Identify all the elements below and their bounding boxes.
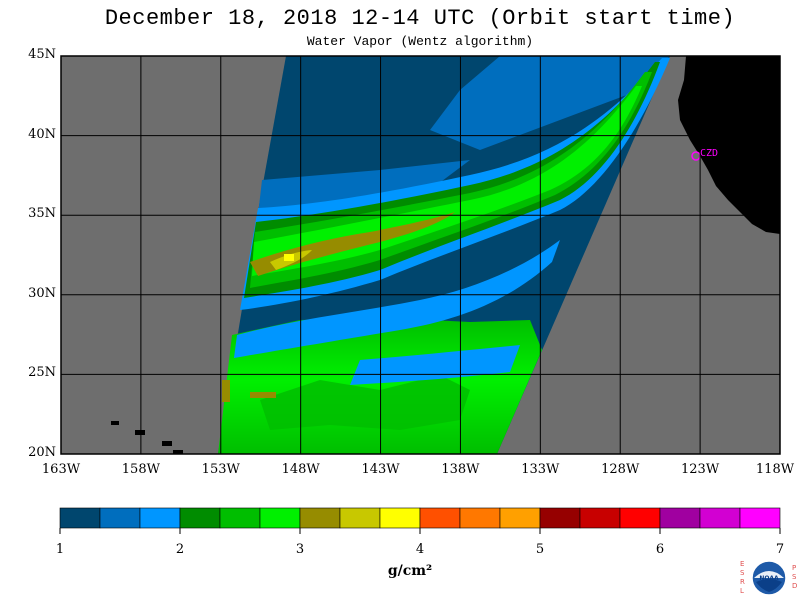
logo-letter-left: R <box>740 578 745 586</box>
logo-letter-left: E <box>740 560 744 568</box>
colorbar-swatch <box>419 507 461 529</box>
colorbar-label-5: 5 <box>535 542 545 557</box>
map-title: December 18, 2018 12-14 UTC (Orbit start… <box>104 6 736 31</box>
lat-label-25N: 25N <box>28 365 56 381</box>
lon-label-143W: 143W <box>361 462 400 477</box>
atmospheric-river-bright-green <box>252 86 642 276</box>
colorbar-swatch <box>659 507 701 529</box>
colorbar-label-7: 7 <box>775 542 785 557</box>
lon-label-133W: 133W <box>521 462 560 477</box>
swath-blue-patch-west <box>258 160 470 215</box>
colorbar-swatch <box>99 507 141 529</box>
colorbar-units: g/cm² <box>387 563 433 579</box>
land-hawaii-big-island <box>173 450 183 454</box>
lat-label-45N: 45N <box>28 47 56 62</box>
lon-label-153W: 153W <box>201 462 240 477</box>
colorbar-swatch <box>219 507 261 529</box>
colorbar-swatch <box>579 507 621 529</box>
lat-label-30N: 30N <box>28 285 56 301</box>
swath-edge-patch <box>222 380 230 402</box>
land-hawaii-maui <box>162 441 172 446</box>
logo-letter-right: S <box>792 573 797 581</box>
atmospheric-river-core <box>250 212 455 276</box>
satellite-swath <box>218 56 670 454</box>
colorbar-label-3: 3 <box>295 542 305 557</box>
lon-label-123W: 123W <box>681 462 720 477</box>
colorbar <box>59 507 781 534</box>
lon-label-148W: 148W <box>281 462 320 477</box>
lat-lon-grid <box>61 56 780 454</box>
station-label: CZD <box>700 148 718 159</box>
colorbar-label-1: 1 <box>55 542 65 557</box>
map-border <box>60 55 781 455</box>
colorbar-swatch <box>699 507 741 529</box>
swath-dry-band-south <box>350 345 520 385</box>
colorbar-label-2: 2 <box>175 542 185 557</box>
lon-label-158W: 158W <box>121 462 160 477</box>
land-california <box>678 56 780 234</box>
colorbar-swatch <box>739 507 781 529</box>
lat-label-35N: 35N <box>28 206 56 222</box>
swath-blue-patch-north <box>430 56 670 150</box>
map-subtitle: Water Vapor (Wentz algorithm) <box>306 34 534 49</box>
lon-label-128W: 128W <box>601 462 640 477</box>
colorbar-swatch <box>259 507 301 529</box>
swath-dry-band <box>234 240 560 358</box>
colorbar-swatch <box>459 507 501 529</box>
colorbar-swatch <box>339 507 381 529</box>
logo-letter-right: D <box>792 582 797 590</box>
atmospheric-river-max <box>284 254 294 261</box>
colorbar-swatch <box>539 507 581 529</box>
land-hawaii-kauai <box>111 421 119 425</box>
logo-letter-left: L <box>740 587 744 595</box>
lon-label-118W: 118W <box>755 462 795 477</box>
lon-label-138W: 138W <box>441 462 480 477</box>
colorbar-swatch <box>179 507 221 529</box>
lat-label-40N: 40N <box>28 126 56 142</box>
colorbar-swatch <box>139 507 181 529</box>
noaa-logo-text: NOAA <box>759 575 779 582</box>
colorbar-swatch <box>619 507 661 529</box>
colorbar-swatch <box>59 507 101 529</box>
logo-letter-right: P <box>792 564 796 572</box>
lon-label-163W: 163W <box>41 462 81 477</box>
swath-edge-patch-2 <box>250 392 276 398</box>
colorbar-label-4: 4 <box>415 542 425 557</box>
lat-label-20N: 20N <box>28 445 56 460</box>
land-hawaii-oahu <box>135 430 145 435</box>
colorbar-swatch <box>299 507 341 529</box>
colorbar-swatch <box>499 507 541 529</box>
colorbar-label-6: 6 <box>655 542 665 557</box>
logo-letter-left: S <box>740 569 745 577</box>
swath-dark-green-patches <box>260 375 470 430</box>
colorbar-swatch <box>379 507 421 529</box>
